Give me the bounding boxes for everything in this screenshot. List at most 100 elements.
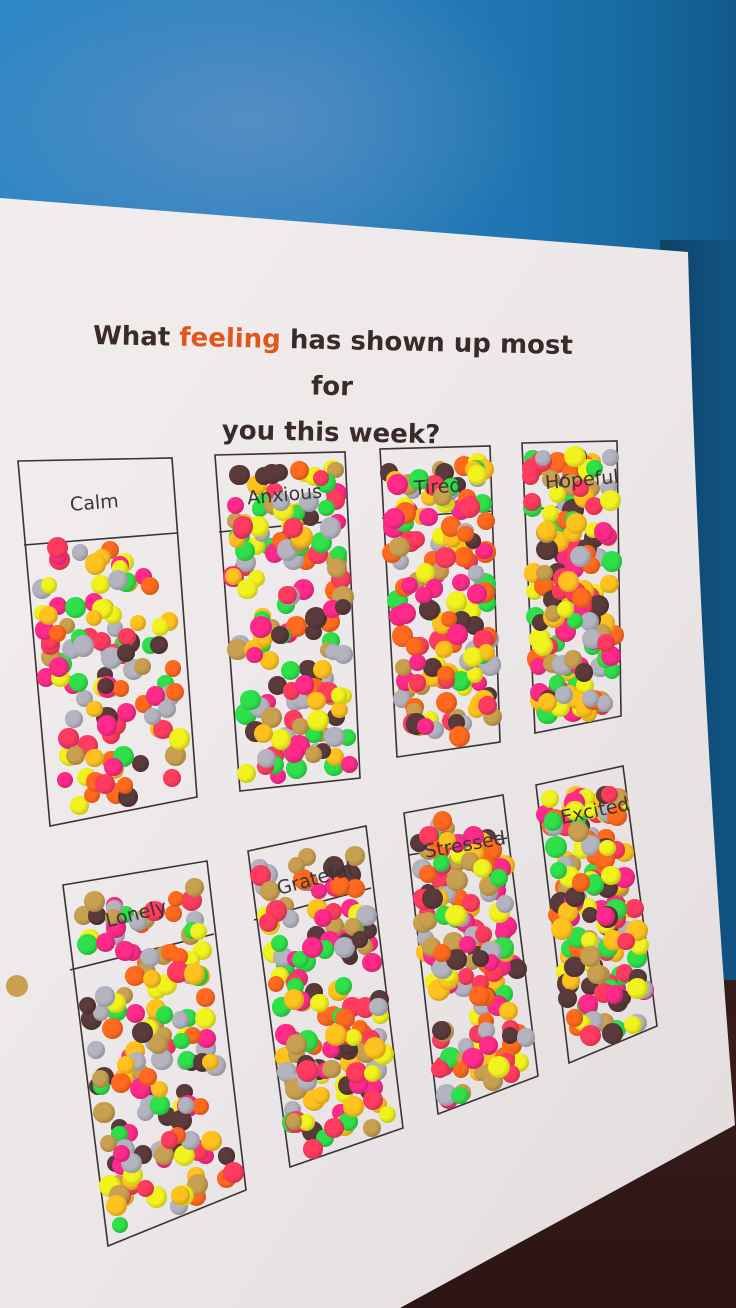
sticker-dot bbox=[70, 796, 89, 815]
sticker-dot bbox=[501, 1027, 519, 1044]
sticker-dot bbox=[132, 1022, 153, 1043]
sticker-dot bbox=[601, 448, 620, 466]
sticker-dot bbox=[407, 530, 426, 549]
sticker-dot bbox=[378, 1106, 396, 1124]
sticker-dot bbox=[259, 913, 279, 933]
sticker-dot bbox=[585, 497, 603, 516]
sticker-dot bbox=[94, 773, 116, 795]
sticker-dot bbox=[86, 610, 103, 627]
sticker-dot bbox=[226, 496, 244, 514]
sticker-dot bbox=[312, 1086, 330, 1105]
sticker-dot bbox=[297, 1114, 315, 1132]
sticker-dot bbox=[564, 956, 586, 978]
sticker-dot bbox=[516, 1028, 536, 1048]
sticker-dot bbox=[462, 646, 483, 667]
feeling-box-tired bbox=[379, 445, 501, 758]
sticker-dot bbox=[564, 886, 586, 908]
sticker-dot bbox=[112, 1216, 129, 1233]
sticker-dot bbox=[446, 624, 468, 646]
sticker-dot bbox=[311, 883, 328, 900]
sticker-dot bbox=[117, 702, 137, 722]
sticker-dot bbox=[545, 835, 567, 858]
sticker-dot bbox=[107, 569, 128, 590]
sticker-dot bbox=[324, 726, 346, 748]
sticker-dot bbox=[162, 769, 181, 788]
sticker-dot bbox=[150, 1094, 171, 1115]
sticker-dot bbox=[271, 492, 291, 512]
sticker-dot bbox=[283, 517, 304, 539]
sticker-dot bbox=[96, 715, 118, 736]
sticker-dot bbox=[181, 1130, 201, 1150]
sticker-dot bbox=[550, 862, 568, 880]
sticker-dot bbox=[351, 931, 369, 948]
sticker-dot bbox=[86, 700, 103, 718]
sticker-dot bbox=[237, 578, 259, 600]
sticker-dot bbox=[537, 692, 557, 713]
sticker-dot bbox=[190, 922, 208, 940]
sticker-dot bbox=[324, 856, 345, 877]
feeling-box-anxious bbox=[214, 451, 361, 792]
sticker-dot bbox=[171, 1011, 190, 1030]
sticker-dot bbox=[565, 800, 585, 820]
sticker-dot bbox=[477, 695, 498, 716]
sticker-dot bbox=[202, 1053, 219, 1071]
sticker-dot bbox=[291, 717, 310, 736]
sticker-dot bbox=[435, 547, 456, 568]
sticker-dot bbox=[435, 640, 453, 659]
sticker-dot bbox=[564, 445, 586, 468]
sticker-dot bbox=[46, 536, 68, 558]
sticker-dot bbox=[79, 996, 97, 1014]
sticker-dot bbox=[148, 1033, 169, 1055]
sticker-dot bbox=[301, 509, 319, 527]
sticker-dot bbox=[401, 577, 419, 595]
sticker-dot bbox=[225, 567, 243, 585]
sticker-dot bbox=[494, 924, 512, 942]
sticker-dot bbox=[97, 678, 114, 695]
sticker-dot bbox=[440, 516, 462, 537]
sticker-dot bbox=[283, 743, 304, 764]
sticker-dot bbox=[168, 891, 185, 908]
sticker-dot bbox=[574, 663, 593, 682]
sticker-dot bbox=[532, 635, 554, 657]
sticker-dot bbox=[558, 989, 577, 1008]
sticker-dot bbox=[581, 690, 599, 708]
sticker-dot bbox=[261, 707, 282, 728]
sticker-dot bbox=[580, 945, 601, 967]
sticker-dot bbox=[541, 504, 560, 523]
sticker-dot bbox=[132, 755, 150, 773]
sticker-dot bbox=[430, 1060, 449, 1079]
sticker-dot bbox=[474, 925, 493, 944]
sticker-dot bbox=[248, 515, 270, 537]
sticker-dot bbox=[625, 898, 645, 918]
sticker-dot bbox=[319, 517, 342, 539]
sticker-dot bbox=[585, 459, 604, 478]
sticker-dot bbox=[580, 932, 598, 950]
sticker-dot bbox=[419, 912, 438, 930]
sticker-dot bbox=[72, 635, 95, 657]
sticker-dot bbox=[196, 1029, 216, 1048]
sticker-dot bbox=[301, 937, 323, 959]
sticker-dot bbox=[305, 607, 327, 629]
sticker-dot bbox=[172, 1032, 190, 1050]
sticker-dot bbox=[607, 806, 627, 826]
sticker-dot bbox=[432, 486, 453, 507]
sticker-dot bbox=[535, 564, 553, 582]
sticker-dot bbox=[76, 934, 98, 956]
feeling-label-tired: Tired bbox=[413, 474, 463, 500]
sticker-dot bbox=[222, 1162, 244, 1184]
sticker-dot bbox=[246, 646, 263, 664]
sticker-dot bbox=[168, 728, 191, 750]
sticker-dot bbox=[363, 1118, 382, 1137]
sticker-dot bbox=[259, 650, 280, 670]
sticker-dot bbox=[579, 1024, 602, 1046]
sticker-dot bbox=[490, 869, 508, 887]
sticker-dot bbox=[462, 894, 481, 913]
sticker-dot bbox=[144, 707, 162, 726]
sticker-dot bbox=[48, 656, 70, 677]
sticker-dot bbox=[333, 937, 355, 959]
sticker-dot bbox=[369, 997, 388, 1017]
sticker-dot bbox=[267, 676, 287, 696]
sticker-dot bbox=[285, 1113, 303, 1130]
sticker-dot bbox=[84, 553, 107, 575]
sticker-dot bbox=[419, 599, 440, 621]
